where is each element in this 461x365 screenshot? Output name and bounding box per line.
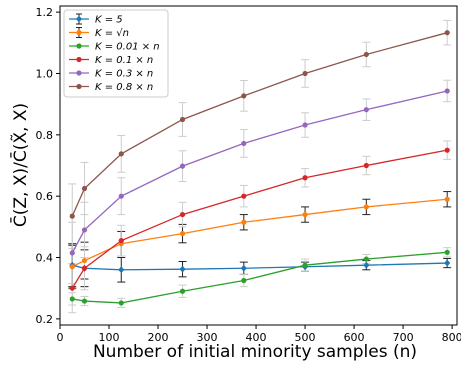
data-point bbox=[444, 249, 450, 255]
data-point bbox=[302, 175, 308, 181]
data-point bbox=[69, 264, 75, 270]
y-tick-label: 0.6 bbox=[36, 190, 54, 203]
legend-entry: K = 5 bbox=[69, 13, 123, 26]
data-point bbox=[69, 250, 75, 256]
markers-layer bbox=[69, 30, 451, 306]
data-point bbox=[69, 213, 75, 219]
data-point bbox=[179, 116, 186, 123]
data-point bbox=[179, 288, 186, 294]
legend-box bbox=[63, 9, 169, 98]
legend-entry: K = 0.8 × n bbox=[69, 82, 153, 93]
data-point bbox=[363, 204, 369, 210]
data-point bbox=[179, 230, 186, 237]
y-tick-label: 0.2 bbox=[36, 313, 54, 326]
legend-entry: K = 0.01 × n bbox=[69, 42, 160, 53]
series-line bbox=[72, 262, 448, 271]
data-point bbox=[179, 163, 186, 169]
legend-label: K = 0.01 × n bbox=[95, 42, 160, 53]
x-tick-label: 800 bbox=[442, 331, 461, 344]
data-point bbox=[118, 300, 124, 306]
legend-entry: K = 0.1 × n bbox=[69, 55, 153, 66]
x-tick-label: 200 bbox=[148, 331, 169, 344]
data-point bbox=[241, 140, 247, 147]
y-tick-label: 0.8 bbox=[36, 129, 54, 142]
data-point bbox=[81, 227, 88, 233]
y-axis-label: C̄(Z, X)/C̄(X̃, X) bbox=[9, 103, 31, 227]
plot-frame bbox=[59, 5, 458, 326]
data-point bbox=[241, 277, 247, 284]
y-tick-label: 1.2 bbox=[36, 6, 54, 19]
legend-label: K = 0.3 × n bbox=[95, 69, 153, 80]
x-tick-label: 600 bbox=[344, 331, 365, 344]
data-point bbox=[241, 219, 247, 225]
data-point bbox=[444, 259, 451, 267]
data-point bbox=[81, 185, 88, 192]
x-axis-ticks: 0 100 200 300 400 500 600 700 800 bbox=[57, 325, 461, 344]
data-point bbox=[363, 51, 369, 58]
series-line bbox=[72, 251, 448, 304]
x-tick-label: 0 bbox=[57, 331, 64, 344]
data-point bbox=[444, 147, 450, 153]
data-point bbox=[118, 193, 124, 199]
legend-label: K = 0.1 × n bbox=[95, 55, 153, 66]
data-point bbox=[241, 193, 247, 199]
data-point bbox=[81, 298, 88, 304]
y-axis-ticks: 0.2 0.4 0.6 0.8 1.0 1.2 bbox=[36, 6, 60, 326]
y-tick-label: 0.4 bbox=[36, 252, 54, 265]
data-point bbox=[302, 122, 308, 128]
x-tick-label: 300 bbox=[197, 331, 218, 344]
x-tick-label: 500 bbox=[295, 331, 316, 344]
legend-label: K = √n bbox=[95, 28, 129, 39]
data-point bbox=[302, 262, 308, 268]
data-point bbox=[69, 296, 75, 302]
data-point bbox=[363, 256, 369, 262]
legend: K = 5 K = √n K = 0.01 × n K = 0.1 × n K = 0.… bbox=[63, 9, 169, 98]
data-point bbox=[363, 162, 369, 169]
data-point bbox=[81, 265, 88, 271]
data-point bbox=[118, 266, 125, 274]
data-point bbox=[69, 285, 75, 291]
data-point bbox=[81, 257, 88, 264]
data-point bbox=[444, 196, 450, 202]
series-line bbox=[71, 90, 448, 254]
data-point bbox=[363, 107, 369, 113]
series-line bbox=[71, 32, 448, 217]
legend-entry: K = 0.3 × n bbox=[69, 69, 153, 80]
data-point bbox=[240, 264, 247, 272]
data-point bbox=[444, 88, 450, 94]
data-point bbox=[302, 211, 308, 218]
x-tick-label: 100 bbox=[99, 331, 120, 344]
data-point bbox=[118, 238, 124, 244]
data-point bbox=[179, 211, 186, 218]
data-point bbox=[444, 30, 450, 36]
data-point bbox=[302, 70, 308, 77]
y-tick-label: 1.0 bbox=[36, 67, 54, 80]
data-point bbox=[118, 151, 124, 157]
series-line bbox=[71, 149, 448, 289]
data-point bbox=[363, 261, 370, 269]
x-tick-label: 400 bbox=[246, 331, 267, 344]
legend-label: K = 0.8 × n bbox=[95, 82, 153, 93]
legend-entry: K = √n bbox=[69, 27, 129, 39]
data-point bbox=[241, 93, 247, 99]
legend-label: K = 5 bbox=[95, 15, 123, 26]
series-lines-layer bbox=[71, 32, 448, 304]
data-point bbox=[179, 265, 186, 273]
x-axis-label: Number of initial minority samples (n) bbox=[93, 342, 417, 362]
series-line bbox=[71, 198, 448, 268]
x-tick-label: 700 bbox=[393, 331, 414, 344]
